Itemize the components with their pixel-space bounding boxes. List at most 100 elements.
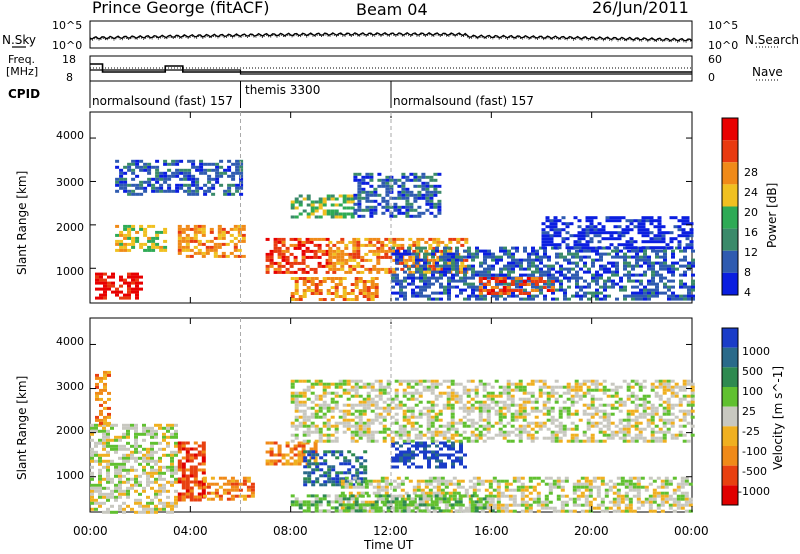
velocity-cell	[414, 421, 419, 425]
velocity-cell	[384, 503, 389, 507]
velocity-cell	[314, 394, 319, 398]
velocity-cell	[548, 506, 553, 510]
velocity-cell	[628, 503, 633, 507]
velocity-cell	[624, 479, 629, 483]
velocity-cell	[470, 439, 475, 443]
velocity-cell	[174, 465, 178, 469]
power-cell	[603, 282, 607, 286]
power-cell	[362, 280, 367, 283]
velocity-cell	[114, 495, 118, 499]
power-cell	[483, 252, 487, 256]
velocity-cell	[106, 480, 110, 484]
power-cell	[683, 249, 687, 253]
power-cell	[361, 175, 366, 179]
power-cell	[421, 196, 426, 200]
power-cell	[131, 281, 135, 285]
velocity-cell	[110, 480, 114, 484]
power-cell	[322, 203, 327, 207]
power-cell	[123, 183, 128, 187]
velocity-cell	[466, 394, 471, 398]
velocity-cell	[522, 424, 527, 428]
velocity-cell	[298, 409, 303, 413]
velocity-cell	[580, 485, 585, 489]
power-cell	[431, 249, 435, 253]
velocity-cell	[122, 426, 126, 430]
velocity-cell	[550, 418, 555, 422]
velocity-cell	[502, 415, 507, 419]
power-cell	[408, 270, 413, 274]
velocity-cell	[318, 436, 323, 440]
velocity-cell	[656, 494, 661, 498]
power-cell	[591, 279, 595, 283]
power-cell	[233, 245, 238, 249]
velocity-cell	[346, 497, 351, 501]
velocity-cell	[193, 447, 198, 451]
velocity-cell	[514, 388, 519, 392]
velocity-cell	[552, 485, 557, 489]
power-cell	[408, 264, 413, 268]
power-cell	[175, 171, 180, 175]
velocity-cell	[578, 397, 583, 401]
power-cell	[175, 186, 180, 190]
power-cell	[577, 240, 582, 244]
power-cell	[396, 237, 401, 241]
velocity-cell	[498, 409, 503, 413]
velocity-cell	[150, 474, 154, 478]
velocity-cell	[374, 388, 379, 392]
velocity-cell	[250, 485, 255, 489]
power-cell	[381, 199, 386, 203]
power-cell	[555, 261, 559, 265]
velocity-cell	[98, 501, 102, 505]
power-cell	[615, 297, 619, 301]
power-cell	[689, 222, 694, 226]
velocity-cell	[146, 462, 150, 466]
velocity-cell	[652, 488, 657, 492]
velocity-cell	[370, 409, 375, 413]
power-cell	[395, 276, 399, 280]
power-cell	[225, 254, 230, 258]
power-cell	[395, 252, 399, 256]
velocity-cell	[470, 500, 475, 504]
velocity-cell	[294, 427, 299, 431]
velocity-cell	[552, 479, 557, 483]
velocity-cell	[632, 482, 637, 486]
power-echo-region	[95, 272, 143, 300]
velocity-cell	[174, 429, 178, 433]
power-cell	[227, 168, 232, 172]
velocity-cell	[99, 403, 103, 407]
power-cell	[416, 264, 421, 268]
power-cell	[651, 276, 655, 280]
velocity-cell	[476, 503, 481, 507]
power-cell	[336, 267, 341, 271]
power-cell	[416, 249, 421, 253]
velocity-cell	[530, 409, 535, 413]
power-cell	[139, 183, 144, 187]
velocity-cell	[588, 509, 593, 513]
velocity-cell	[424, 506, 429, 510]
power-cell	[111, 284, 115, 288]
power-cell	[535, 258, 539, 262]
velocity-cell	[407, 456, 411, 460]
velocity-cell	[534, 424, 539, 428]
velocity-cell	[540, 500, 545, 504]
power-cell	[515, 282, 519, 286]
power-cell	[377, 184, 382, 188]
velocity-cell	[130, 453, 134, 457]
velocity-cell	[94, 483, 98, 487]
power-cell	[225, 230, 230, 234]
power-cell	[342, 298, 347, 301]
velocity-cell	[322, 415, 327, 419]
power-cell	[531, 261, 535, 265]
velocity-cell	[106, 459, 110, 463]
velocity-cell	[130, 423, 134, 427]
velocity-cell	[668, 479, 673, 483]
power-cell	[191, 159, 196, 163]
power-cell	[306, 215, 311, 219]
power-cell	[369, 199, 374, 203]
power-cell	[601, 231, 606, 235]
velocity-cell	[189, 447, 194, 451]
power-cell	[135, 281, 139, 285]
velocity-cell	[562, 406, 567, 410]
power-cell	[376, 258, 381, 262]
power-cell	[451, 255, 455, 259]
